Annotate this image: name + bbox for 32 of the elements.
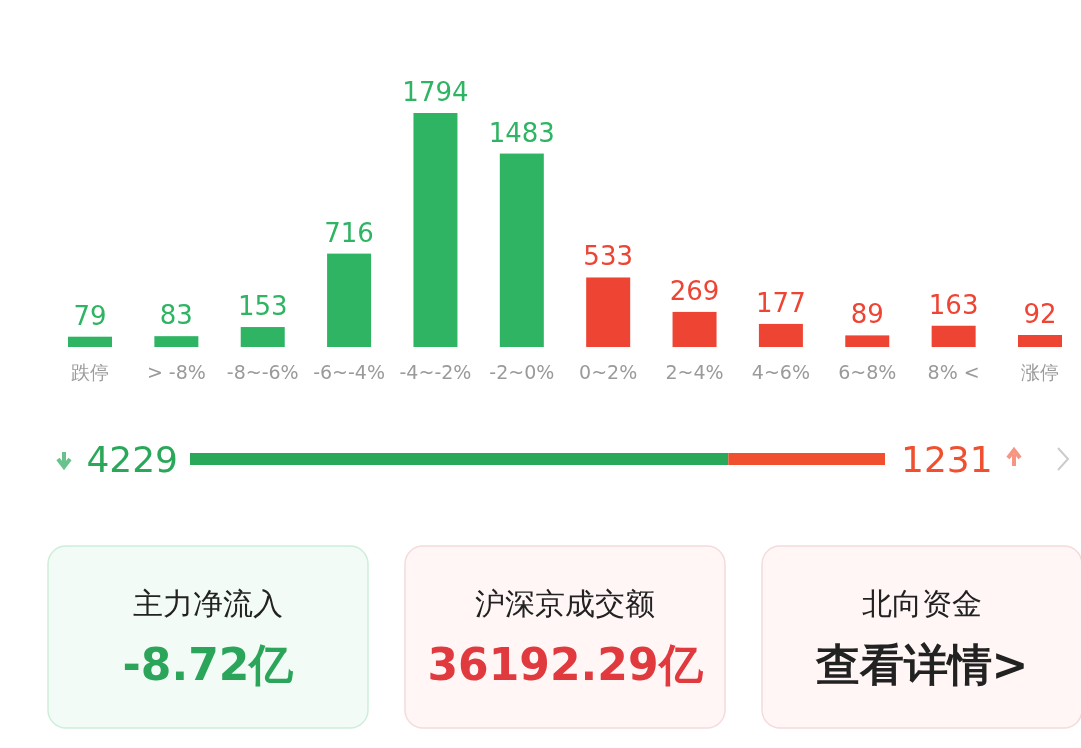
- data-label: 92: [1023, 299, 1057, 329]
- text: 主力净流入: [133, 586, 283, 621]
- data-label: 177: [756, 287, 806, 318]
- x-tick-label: -2~0%: [489, 361, 555, 383]
- x-tick-label: 2~4%: [665, 361, 724, 383]
- data-label: 83: [159, 300, 193, 331]
- data-label: 79: [73, 300, 107, 331]
- data-label: 163: [928, 289, 979, 320]
- data-label: 89: [850, 299, 884, 330]
- text: 北向资金: [862, 586, 982, 621]
- x-tick-label: -4~-2%: [399, 361, 472, 383]
- data-label: 533: [583, 241, 633, 272]
- x-tick-label: 4~6%: [751, 361, 810, 383]
- x-tick-label: 0~2%: [579, 361, 638, 383]
- x-tick-label: > -8%: [146, 361, 206, 383]
- data-label: 716: [324, 217, 374, 248]
- data-label: 269: [669, 275, 720, 306]
- data-label: 1794: [402, 77, 469, 107]
- x-tick-label: 8% <: [927, 361, 980, 383]
- text: -8.72亿: [122, 639, 295, 690]
- x-tick-label: 6~8%: [838, 361, 897, 383]
- data-label: 1231: [901, 439, 993, 480]
- x-tick-label: -6~-4%: [313, 361, 386, 383]
- text: 36192.29亿: [427, 639, 704, 690]
- data-label: 1483: [488, 117, 555, 148]
- x-tick-label: -8~-6%: [226, 361, 299, 383]
- text: 查看详情>: [814, 639, 1029, 690]
- x-tick-label: 涨停: [1021, 361, 1059, 383]
- x-tick-label: 跌停: [71, 361, 109, 383]
- text: 沪深京成交额: [475, 586, 655, 621]
- data-label: 4229: [86, 439, 178, 480]
- data-label: 153: [237, 291, 288, 322]
